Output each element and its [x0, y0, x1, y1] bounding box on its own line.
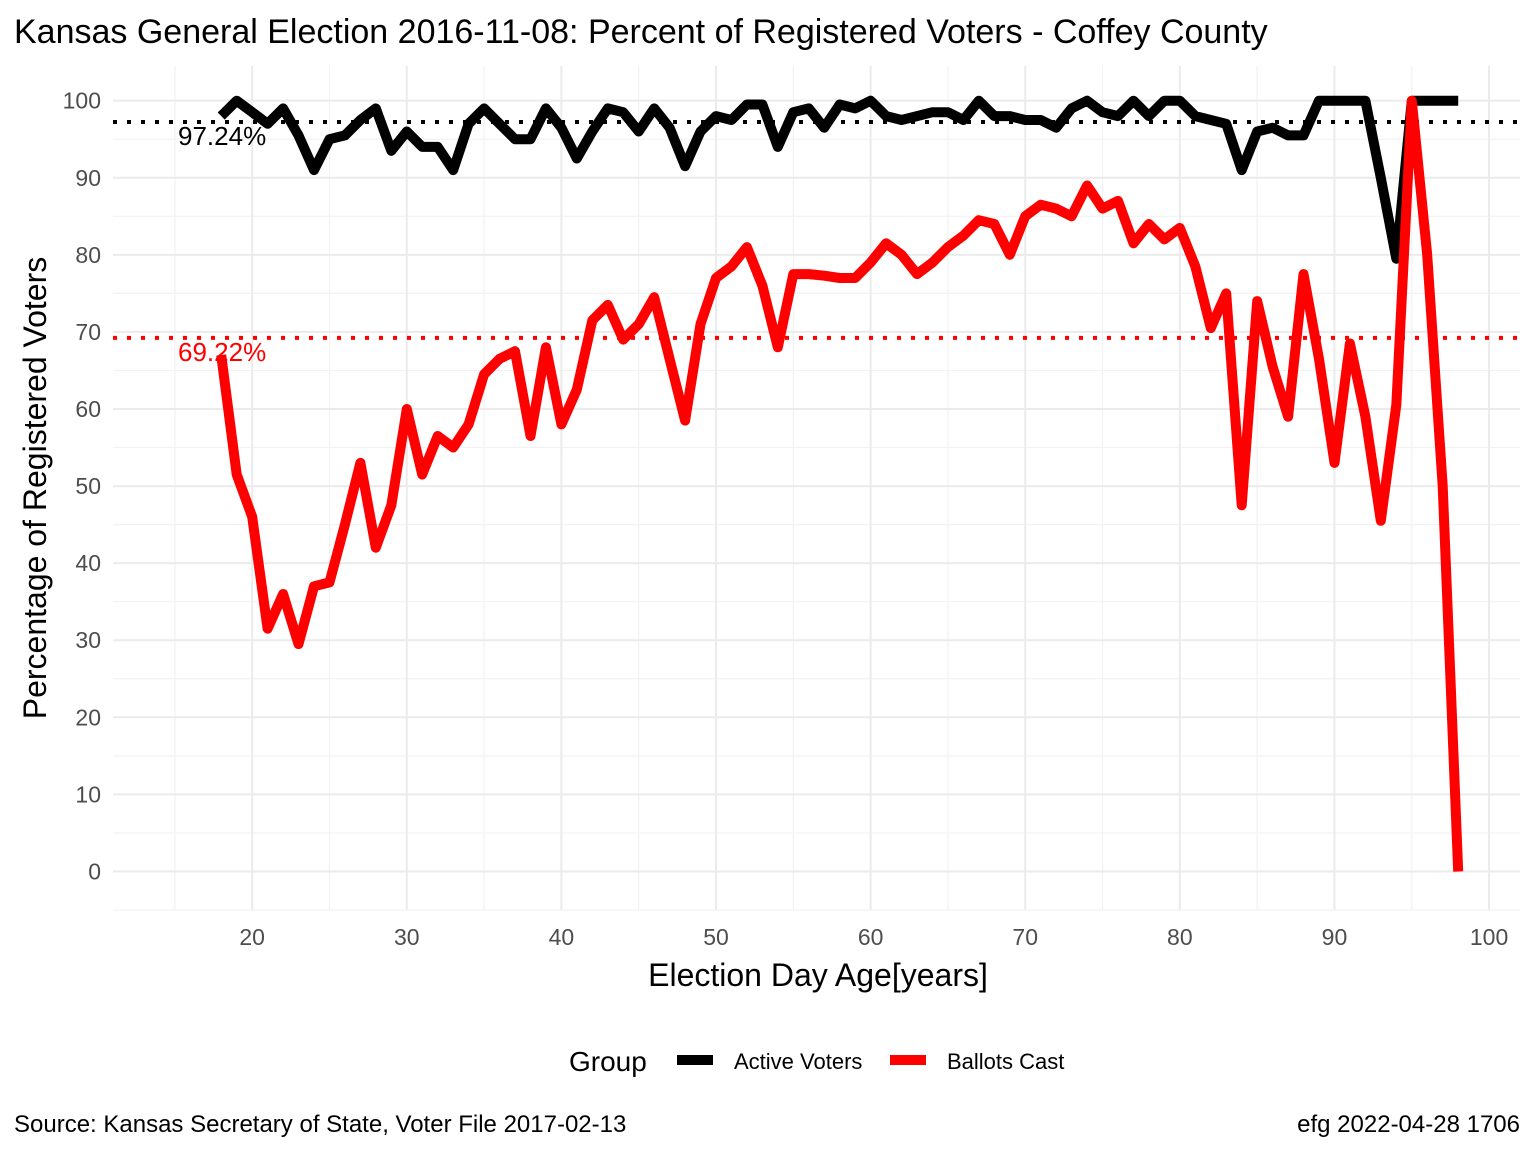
y-tick-label: 100 — [63, 88, 101, 114]
y-tick-label: 40 — [75, 550, 101, 576]
x-tick-label: 40 — [549, 924, 575, 950]
x-axis-title: Election Day Age[years] — [648, 957, 988, 993]
y-tick-label: 70 — [75, 319, 101, 345]
legend: Group Active Voters Ballots Cast — [569, 1046, 1064, 1077]
x-tick-label: 20 — [239, 924, 265, 950]
x-tick-label: 100 — [1470, 924, 1508, 950]
x-tick-label: 90 — [1322, 924, 1348, 950]
legend-swatch-ballots-cast — [890, 1055, 926, 1065]
chart-title: Kansas General Election 2016-11-08: Perc… — [14, 13, 1268, 51]
y-tick-label: 60 — [75, 396, 101, 422]
y-axis-title: Percentage of Registered Voters — [17, 257, 53, 720]
legend-title: Group — [569, 1046, 647, 1077]
x-tick-label: 30 — [394, 924, 420, 950]
series-lines — [216, 95, 1464, 872]
y-tick-label: 30 — [75, 627, 101, 653]
y-tick-label: 90 — [75, 165, 101, 191]
x-tick-label: 50 — [703, 924, 729, 950]
legend-label-active-voters: Active Voters — [734, 1049, 862, 1074]
series-line-ballots-cast — [216, 95, 1464, 872]
author-caption: efg 2022-04-28 1706 — [1297, 1111, 1520, 1138]
y-tick-label: 0 — [88, 858, 101, 884]
series-line-active-voters — [217, 95, 1459, 264]
x-tick-label: 80 — [1167, 924, 1193, 950]
y-tick-label: 20 — [75, 704, 101, 730]
reference-labels: 97.24% 69.22% — [178, 121, 266, 367]
reference-label-active-voters: 97.24% — [178, 121, 266, 151]
x-tick-label: 60 — [858, 924, 884, 950]
y-tick-label: 10 — [75, 781, 101, 807]
x-tick-label: 70 — [1012, 924, 1038, 950]
x-tick-labels: 20 30 40 50 60 70 80 90 100 — [239, 924, 1508, 950]
y-tick-label: 50 — [75, 473, 101, 499]
legend-label-ballots-cast: Ballots Cast — [947, 1049, 1064, 1074]
reference-label-ballots-cast: 69.22% — [178, 337, 266, 367]
legend-swatch-active-voters — [677, 1055, 713, 1065]
y-tick-label: 80 — [75, 242, 101, 268]
source-caption: Source: Kansas Secretary of State, Voter… — [14, 1111, 626, 1138]
y-tick-labels: 0 10 20 30 40 50 60 70 80 90 100 — [63, 88, 101, 885]
